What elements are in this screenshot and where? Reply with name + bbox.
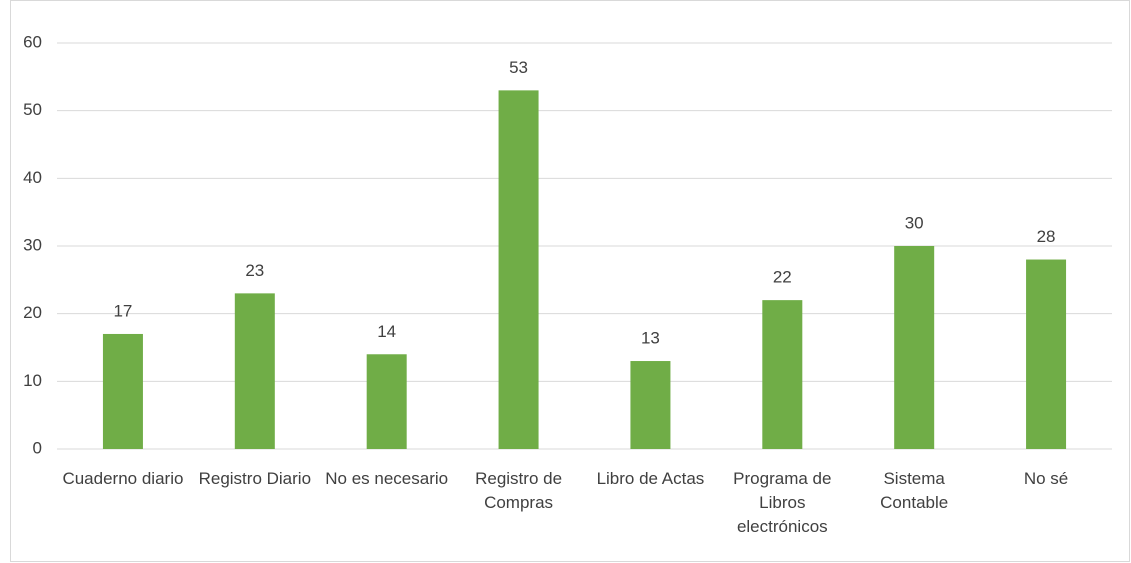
x-tick-label: Libro de Actas bbox=[596, 469, 705, 488]
y-tick-label: 10 bbox=[23, 371, 42, 390]
bar bbox=[630, 361, 671, 449]
chart-border bbox=[10, 0, 1130, 562]
bar bbox=[762, 300, 803, 449]
x-tick-label: Programa de Libros electrónicos bbox=[733, 469, 832, 536]
data-label: 13 bbox=[641, 329, 660, 348]
bar bbox=[234, 293, 275, 449]
data-label: 28 bbox=[1037, 227, 1056, 246]
data-label: 23 bbox=[245, 261, 264, 280]
data-label: 30 bbox=[905, 213, 924, 232]
y-tick-label: 0 bbox=[33, 438, 42, 457]
data-label: 53 bbox=[509, 58, 528, 77]
x-tick-label: No es necesario bbox=[325, 469, 449, 488]
x-tick-label: Cuaderno diario bbox=[62, 469, 184, 488]
y-tick-label: 20 bbox=[23, 303, 42, 322]
y-tick-label: 40 bbox=[23, 168, 42, 187]
bar bbox=[102, 333, 143, 449]
x-tick-label: Sistema Contable bbox=[880, 469, 949, 512]
y-tick-label: 60 bbox=[23, 32, 42, 51]
y-tick-label: 30 bbox=[23, 235, 42, 254]
bar bbox=[366, 354, 407, 449]
data-label: 14 bbox=[377, 322, 396, 341]
bar bbox=[498, 90, 539, 449]
x-tick-label: No sé bbox=[1023, 469, 1069, 488]
bar bbox=[1026, 259, 1067, 449]
y-tick-label: 50 bbox=[23, 100, 42, 119]
x-tick-label: Registro de Compras bbox=[475, 469, 563, 512]
data-label: 17 bbox=[113, 301, 132, 320]
bar bbox=[894, 246, 935, 449]
x-tick-label: Registro Diario bbox=[198, 469, 312, 488]
data-label: 22 bbox=[773, 268, 792, 287]
